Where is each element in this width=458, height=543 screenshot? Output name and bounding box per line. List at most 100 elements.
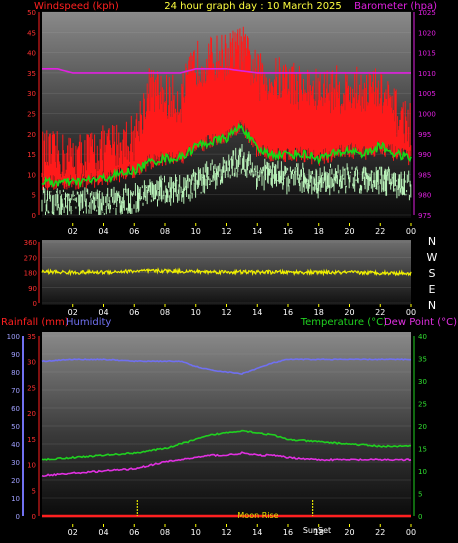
temperature-x-tick-06: 06 [129, 528, 139, 537]
baro-y-tick-975: 975 [418, 212, 431, 220]
rain-y-tick-25: 25 [27, 384, 36, 392]
humidity-y-tick-70: 70 [11, 387, 20, 395]
moon-rise-label: Moon Rise [237, 511, 278, 520]
wind-x-tick-16: 16 [283, 227, 293, 236]
temp-y-tick-15: 15 [418, 446, 427, 454]
chart-title: 24 hour graph day : 10 March 2025 [164, 1, 342, 12]
direction-y-tick-0: 0 [33, 300, 37, 308]
direction-x-tick-22: 22 [375, 308, 385, 317]
wind-x-tick-00: 00 [406, 227, 416, 236]
direction-x-tick-08: 08 [160, 308, 170, 317]
temperature-x-tick-14: 14 [252, 528, 262, 537]
humidity-y-tick-0: 0 [16, 513, 20, 521]
baro-y-tick-1010: 1010 [418, 70, 436, 78]
direction-x-tick-06: 06 [129, 308, 139, 317]
wind-direction-series [41, 267, 412, 277]
compass-n-top: N [428, 235, 436, 248]
temperature-x-tick-20: 20 [344, 528, 354, 537]
compass-n-bottom: N [428, 299, 436, 312]
temp-y-tick-25: 25 [418, 401, 427, 409]
direction-y-tick-180: 180 [24, 270, 37, 278]
compass-s: S [429, 267, 436, 280]
humidity-axis-title: Humidity [66, 317, 111, 328]
rain-y-tick-15: 15 [27, 436, 36, 444]
temp-y-tick-10: 10 [418, 468, 427, 476]
direction-x-tick-10: 10 [191, 308, 201, 317]
humidity-y-tick-40: 40 [11, 441, 20, 449]
direction-x-tick-20: 20 [344, 308, 354, 317]
axis-labels: 0510152025303540455097598098599099510001… [7, 9, 436, 537]
baro-y-tick-985: 985 [418, 171, 431, 179]
temp-y-tick-0: 0 [418, 513, 422, 521]
wind-y-tick-50: 50 [27, 9, 36, 17]
wind-y-tick-20: 20 [27, 131, 36, 139]
temperature-plot-area [42, 332, 411, 518]
wind-x-tick-22: 22 [375, 227, 385, 236]
wind-y-tick-15: 15 [27, 151, 36, 159]
baro-y-tick-1020: 1020 [418, 29, 436, 37]
wind-y-tick-30: 30 [27, 90, 36, 98]
rain-y-tick-10: 10 [27, 462, 36, 470]
humidity-y-tick-100: 100 [7, 333, 20, 341]
wind-low-series [41, 144, 412, 215]
wind-y-tick-45: 45 [27, 29, 36, 37]
wind-x-tick-20: 20 [344, 227, 354, 236]
temperature-x-tick-18: 18 [314, 528, 324, 537]
temp-y-tick-40: 40 [418, 333, 427, 341]
direction-y-tick-360: 360 [24, 239, 37, 247]
direction-y-tick-270: 270 [24, 254, 37, 262]
humidity-y-tick-90: 90 [11, 351, 20, 359]
direction-x-tick-02: 02 [68, 308, 78, 317]
humidity-y-tick-80: 80 [11, 369, 20, 377]
windspeed-series [41, 26, 412, 191]
temperature-x-tick-02: 02 [68, 528, 78, 537]
baro-y-tick-1015: 1015 [418, 50, 436, 58]
baro-y-tick-1025: 1025 [418, 9, 436, 17]
rainfall-axis-title: Rainfall (mm) [1, 317, 69, 328]
temperature-series [41, 429, 412, 461]
series-layer [41, 26, 412, 518]
dew-point-axis-title: Dew Point (°C) [384, 317, 457, 328]
wind-x-tick-04: 04 [98, 227, 108, 236]
temp-y-tick-20: 20 [418, 423, 427, 431]
wind-y-tick-0: 0 [32, 212, 36, 220]
temp-y-tick-30: 30 [418, 378, 427, 386]
temperature-x-tick-00: 00 [406, 528, 416, 537]
compass-e: E [429, 283, 436, 296]
temperature-x-tick-12: 12 [221, 528, 231, 537]
rain-y-tick-5: 5 [32, 487, 36, 495]
wind-x-tick-18: 18 [314, 227, 324, 236]
humidity-y-tick-20: 20 [11, 477, 20, 485]
wind-x-tick-14: 14 [252, 227, 262, 236]
baro-y-tick-990: 990 [418, 151, 431, 159]
baro-y-tick-995: 995 [418, 131, 431, 139]
direction-x-tick-16: 16 [283, 308, 293, 317]
temperature-x-tick-10: 10 [191, 528, 201, 537]
temperature-axis-title: Temperature (°C) [300, 317, 387, 328]
wind-y-tick-35: 35 [27, 70, 36, 78]
rain-y-tick-35: 35 [27, 333, 36, 341]
direction-x-tick-04: 04 [98, 308, 108, 317]
baro-y-tick-1005: 1005 [418, 90, 436, 98]
wind-y-tick-5: 5 [32, 192, 36, 200]
humidity-y-tick-10: 10 [11, 495, 20, 503]
temp-y-tick-5: 5 [418, 491, 422, 499]
wind-x-tick-10: 10 [191, 227, 201, 236]
wind-axis-title: Windspeed (kph) [34, 1, 119, 12]
wind-y-tick-10: 10 [27, 171, 36, 179]
baro-y-tick-1000: 1000 [418, 111, 436, 119]
dew-point-series [41, 451, 412, 478]
baro-y-tick-980: 980 [418, 192, 431, 200]
rain-y-tick-0: 0 [32, 513, 36, 521]
wind-average-series [41, 122, 412, 189]
wind-x-tick-06: 06 [129, 227, 139, 236]
direction-x-tick-18: 18 [314, 308, 324, 317]
direction-y-tick-90: 90 [28, 285, 37, 293]
direction-x-tick-12: 12 [221, 308, 231, 317]
wind-x-tick-02: 02 [68, 227, 78, 236]
humidity-y-tick-60: 60 [11, 405, 20, 413]
humidity-series [41, 358, 412, 376]
direction-x-tick-14: 14 [252, 308, 262, 317]
wind-y-tick-25: 25 [27, 111, 36, 119]
